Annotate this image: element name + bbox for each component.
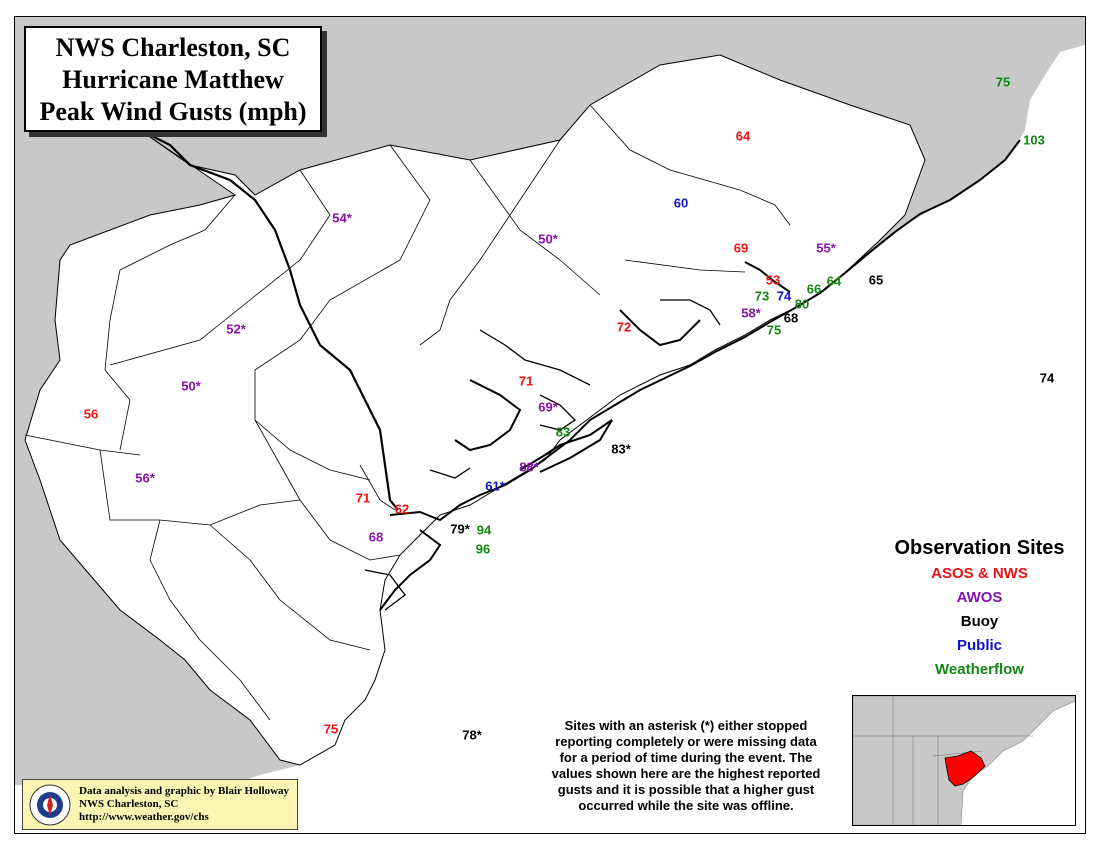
wind-gust-label: 50* <box>181 378 201 394</box>
note-line: Sites with an asterisk (*) either stoppe… <box>564 718 808 733</box>
note-line: occurred while the site was offline. <box>578 798 794 813</box>
wind-gust-label: 53 <box>765 272 781 288</box>
wind-gust-label: 64 <box>735 128 751 144</box>
nws-logo-icon <box>29 784 71 826</box>
wind-gust-label: 80 <box>794 296 810 312</box>
wind-gust-label: 75 <box>766 322 782 338</box>
wind-gust-label: 78* <box>462 727 482 743</box>
wind-gust-label: 69* <box>538 399 558 415</box>
note-line: values shown here are the highest report… <box>551 766 821 781</box>
inland-waters <box>364 299 721 611</box>
county-lines <box>24 104 791 721</box>
state-line <box>139 129 399 511</box>
legend-item-public: Public <box>956 637 1002 654</box>
wind-gust-label: 60 <box>673 195 689 211</box>
wind-gust-label: 61* <box>485 478 505 494</box>
wind-gust-label: 96 <box>475 541 491 557</box>
wind-gust-label: 74 <box>776 288 792 304</box>
wind-gust-label: 58* <box>741 305 761 321</box>
wind-gust-label: 75 <box>323 721 339 737</box>
inset-highlight-region <box>944 750 986 787</box>
wind-gust-label: 71 <box>355 490 371 506</box>
wind-gust-label: 56* <box>135 470 155 486</box>
title-line-2: Hurricane Matthew <box>62 65 284 94</box>
wind-gust-label: 65 <box>868 272 884 288</box>
wind-gust-label: 50* <box>538 231 558 247</box>
wind-gust-label: 79* <box>450 521 470 537</box>
credit-line-url[interactable]: http://www.weather.gov/chs <box>79 811 209 823</box>
inset-locator-map <box>852 695 1076 826</box>
credit-line-office: NWS Charleston, SC <box>79 798 179 810</box>
inset-state-lines <box>853 696 1033 825</box>
legend-item-asos-nws: ASOS & NWS <box>931 565 1028 582</box>
asterisk-note: Sites with an asterisk (*) either stoppe… <box>520 718 852 814</box>
wind-gust-label: 52* <box>226 321 246 337</box>
wind-gust-label: 103 <box>1023 132 1045 148</box>
wind-gust-label: 88* <box>519 459 539 475</box>
wind-gust-label: 72 <box>616 319 632 335</box>
note-line: reporting completely or were missing dat… <box>555 734 817 749</box>
wind-gust-label: 56 <box>83 406 99 422</box>
legend-item-buoy: Buoy <box>960 613 999 630</box>
wind-gust-label: 73 <box>754 288 770 304</box>
note-line: for a period of time during the event. T… <box>559 750 813 765</box>
legend: Observation Sites ASOS & NWS AWOS Buoy P… <box>883 534 1076 686</box>
wind-gust-label: 54* <box>332 210 352 226</box>
wind-gust-label: 55* <box>816 240 836 256</box>
wind-gust-label: 74 <box>1039 370 1055 386</box>
wind-gust-label: 68 <box>368 529 384 545</box>
credit-box: Data analysis and graphic by Blair Hollo… <box>22 779 298 830</box>
wind-gust-label: 69 <box>733 240 749 256</box>
title-line-3: Peak Wind Gusts (mph) <box>39 97 307 126</box>
wind-gust-label: 62 <box>394 501 410 517</box>
wind-gust-label: 64 <box>826 273 842 289</box>
wind-gust-label: 83* <box>611 441 631 457</box>
map-title-box: NWS Charleston, SC Hurricane Matthew Pea… <box>24 26 322 132</box>
legend-title: Observation Sites <box>894 537 1065 559</box>
wind-gust-label: 83 <box>555 424 571 440</box>
wind-gust-label: 71 <box>518 373 534 389</box>
wind-gust-label: 66 <box>806 281 822 297</box>
credit-line-author: Data analysis and graphic by Blair Hollo… <box>79 785 290 797</box>
note-line: gusts and it is possible that a higher g… <box>557 782 815 797</box>
inset-map-svg <box>853 696 1075 825</box>
title-line-1: NWS Charleston, SC <box>55 33 291 62</box>
legend-item-awos: AWOS <box>956 589 1003 606</box>
wind-gust-label: 75 <box>995 74 1011 90</box>
legend-item-weatherflow: Weatherflow <box>935 661 1024 678</box>
wind-gust-label: 68 <box>783 310 799 326</box>
coastline-details <box>379 139 1021 611</box>
wind-gust-label: 94 <box>476 522 492 538</box>
